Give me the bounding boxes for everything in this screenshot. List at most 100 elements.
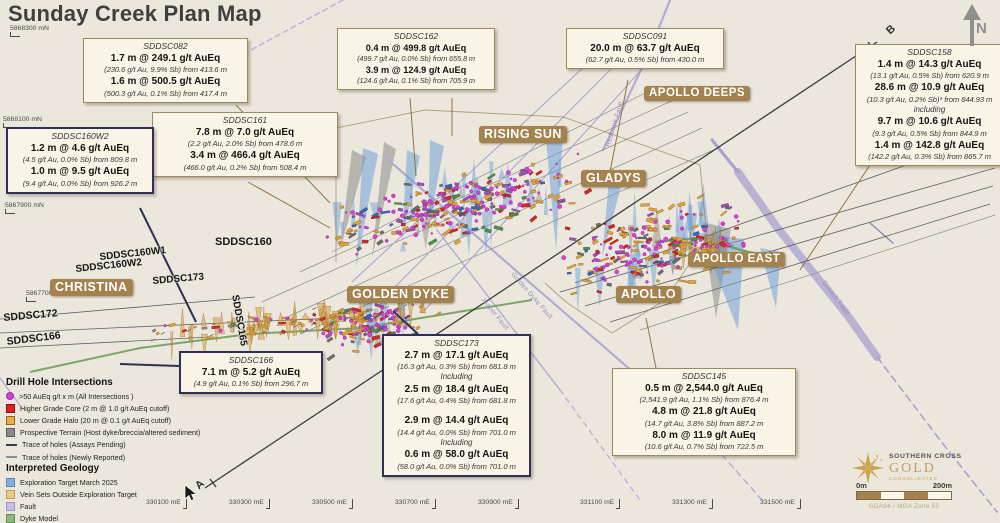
callout-detail: (9.3 g/t Au, 0.5% Sb) from 844.9 m <box>872 128 987 138</box>
apollo-east-marker <box>721 242 727 248</box>
easting-text: 330100 mE <box>146 499 181 506</box>
legend-item-label: Fault <box>20 502 36 512</box>
callout-spacer <box>387 406 526 414</box>
legend-item-label: Vein Sets Outside Exploration Target <box>20 489 137 499</box>
callout-detail: (14.4 g/t Au, 0.0% Sb) from 701.0 m <box>397 427 516 437</box>
legend-item-label: Dyke Model <box>20 514 58 523</box>
legend: Drill Hole Intersections >50 AuEq g/t x m… <box>6 377 221 523</box>
easting-label: 330700 mE <box>395 499 436 509</box>
callout-hole-id: SDDSC145 <box>681 371 727 381</box>
callout-detail: (230.6 g/t Au, 9.9% Sb) from 413.6 m <box>104 65 227 75</box>
easting-label: 331300 mE <box>672 499 713 509</box>
callout-hole-id: SDDSC166 <box>228 355 274 365</box>
callout-intercept: 0.4 m @ 499.8 g/t AuEq <box>365 42 467 53</box>
northing-label: 5867700 mN <box>26 290 65 302</box>
line-dark-swatch-icon <box>6 443 17 446</box>
legend-item-label: Prospective Terrain (Host dyke/breccia/a… <box>20 428 201 438</box>
callout-detail: (124.6 g/t Au, 0.1% Sb) from 705.9 m <box>357 76 475 86</box>
callout-detail: (9.4 g/t Au, 0.0% Sb) from 926.2 m <box>22 178 138 188</box>
easting-text: 330900 mE <box>478 499 513 506</box>
callout-detail: (16.3 g/t Au, 0.3% Sb) from 681.8 m <box>397 362 516 372</box>
prospect-label-apollo-deeps: APOLLO DEEPS <box>644 86 751 101</box>
legend-item-label: Trace of holes (Newly Reported) <box>22 452 126 462</box>
easting-text: 330500 mE <box>312 499 347 506</box>
easting-tick <box>514 499 519 509</box>
prospect-label-rising-sun: RISING SUN <box>479 126 567 143</box>
legend-item-label: >50 AuEq g/t x m (All Intersections ) <box>19 391 134 401</box>
legend-item: Exploration Target March 2025 <box>6 476 221 488</box>
callout-intercept: 1.0 m @ 9.5 g/t AuEq <box>30 166 130 178</box>
northing-tick <box>5 209 15 214</box>
callout-intercept: 3.9 m @ 124.9 g/t AuEq <box>365 64 467 75</box>
callout-intercept: 20.0 m @ 63.7 g/t AuEq <box>590 42 700 54</box>
callout-intercept: 7.8 m @ 7.0 g/t AuEq <box>195 126 295 138</box>
square-green-swatch-icon <box>6 514 15 523</box>
legend-heading: Interpreted Geology <box>6 463 100 475</box>
callout-hole-id: SDDSC082 <box>143 41 188 51</box>
callout-intercept: 1.4 m @ 142.8 g/t AuEq <box>874 139 985 151</box>
callout-detail: (13.1 g/t Au, 0.5% Sb) from 620.9 m <box>870 71 989 81</box>
callout-intercept: 8.0 m @ 11.9 g/t AuEq <box>652 429 756 441</box>
callout-detail: (499.7 g/t Au, 0.0% Sb) from 655.8 m <box>357 54 475 64</box>
legend-item-label: Higher Grade Core (2 m @ 1.0 g/t AuEq cu… <box>20 403 170 413</box>
callout-intercept: 2.7 m @ 17.1 g/t AuEq <box>404 349 509 361</box>
legend-item-label: Lower Grade Halo (20 m @ 0.1 g/t AuEq cu… <box>20 415 171 425</box>
legend-section: Interpreted Geology Exploration Target Ma… <box>6 463 221 523</box>
easting-text: 330700 mE <box>395 499 430 506</box>
callout-detail: (58.0 g/t Au, 0.0% Sb) from 701.0 m <box>397 461 516 471</box>
callout-sddsc161: SDDSC161 7.8 m @ 7.0 g/t AuEq (2.2 g/t Au,… <box>152 112 338 177</box>
cluster <box>325 152 593 256</box>
callout-detail: (4.9 g/t Au, 0.1% Sb) from 296.7 m <box>193 379 309 389</box>
easting-tick <box>431 499 436 509</box>
callout-intercept: 0.5 m @ 2,544.0 g/t AuEq <box>645 382 763 394</box>
callout-intercept: 7.1 m @ 5.2 g/t AuEq <box>201 366 301 378</box>
mineralization-clusters <box>151 152 746 362</box>
callout-sddsc166: SDDSC166 7.1 m @ 5.2 g/t AuEq (4.9 g/t Au,… <box>179 351 323 395</box>
easting-label: 330900 mE <box>478 499 519 509</box>
callout-detail: Including <box>440 372 473 382</box>
company-logo: SOUTHERN CROSS GOLD CONSOLIDATED <box>850 450 962 486</box>
northing-text: 5867900 mN <box>5 202 44 209</box>
prospect-label-gladys: GLADYS <box>581 170 647 187</box>
callout-detail: (10.6 g/t Au, 0.7% Sb) from 722.5 m <box>644 442 764 452</box>
prospect-label-christina: CHRISTINA <box>50 279 133 296</box>
callout-intercept: 4.8 m @ 21.8 g/t AuEq <box>652 406 756 418</box>
prospect-label-golden-dyke: GOLDEN DYKE <box>347 286 455 303</box>
callout-sddsc091: SDDSC091 20.0 m @ 63.7 g/t AuEq (62.7 g/t … <box>566 28 724 70</box>
prospect-label-apollo-east: APOLLO EAST <box>688 252 786 267</box>
easting-text: 331300 mE <box>672 499 707 506</box>
easting-text: 330300 mE <box>229 499 264 506</box>
easting-label: 330100 mE <box>146 499 187 509</box>
callout-detail: (142.2 g/t Au, 0.3% Sb) from 865.7 m <box>868 152 991 162</box>
callout-detail: (14.7 g/t Au, 3.8% Sb) from 887.2 m <box>644 418 764 428</box>
hole-label-sddsc160: SDDSC160 <box>215 236 272 248</box>
scale-start-label: 0m <box>856 481 867 490</box>
drill-traces-lavender <box>351 51 644 311</box>
callout-detail: (466.0 g/t Au, 0.2% Sb) from 508.4 m <box>183 162 307 172</box>
callout-intercept: 2.9 m @ 14.4 g/t AuEq <box>404 415 509 427</box>
easting-tick <box>265 499 270 509</box>
callout-intercept: 1.7 m @ 249.1 g/t AuEq <box>110 52 221 64</box>
legend-item: Higher Grade Core (2 m @ 1.0 g/t AuEq cu… <box>6 402 221 414</box>
callout-intercept: 1.4 m @ 14.3 g/t AuEq <box>877 58 982 70</box>
callout-hole-id: SDDSC160W2 <box>51 131 109 141</box>
callout-detail: (62.7 g/t Au, 0.5% Sb) from 430.0 m <box>585 55 705 65</box>
square-orange-swatch-icon <box>6 415 15 425</box>
callout-sddsc173: SDDSC173 2.7 m @ 17.1 g/t AuEq (16.3 g/t A… <box>382 334 531 477</box>
easting-label: 331100 mE <box>580 499 621 509</box>
square-lavender-swatch-icon <box>6 502 15 512</box>
prospect-label-apollo: APOLLO <box>616 286 682 303</box>
callout-intercept: 3.4 m @ 466.4 g/t AuEq <box>190 150 300 162</box>
callout-sddsc162: SDDSC162 0.4 m @ 499.8 g/t AuEq (499.7 g/t… <box>337 28 495 90</box>
scale-bar-segments <box>856 491 952 500</box>
scale-end-label: 200m <box>932 481 952 490</box>
callout-detail: Including <box>440 437 473 447</box>
callout-intercept: 0.6 m @ 58.0 g/t AuEq <box>404 449 509 461</box>
callout-hole-id: SDDSC158 <box>907 47 952 57</box>
north-label: N <box>976 20 987 37</box>
easting-tick <box>182 499 187 509</box>
legend-item: Fault <box>6 501 221 513</box>
easting-tick <box>348 499 353 509</box>
callout-intercept: 1.2 m @ 4.6 g/t AuEq <box>30 142 130 154</box>
callout-intercept: 28.6 m @ 10.9 g/t AuEq <box>874 82 985 94</box>
